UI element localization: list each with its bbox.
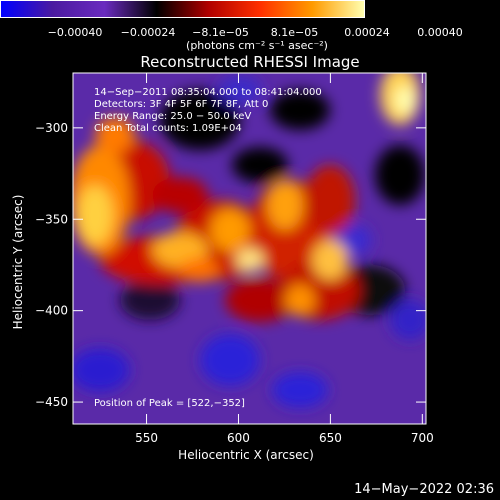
y-tick-label: −450 xyxy=(35,395,68,409)
y-axis-label: Heliocentric Y (arcsec) xyxy=(11,194,25,330)
colorbar xyxy=(0,0,365,18)
x-tick-label: 650 xyxy=(319,431,342,445)
colorbar-tick-label: 0.00040 xyxy=(417,26,463,39)
axis-ticks: 550 600 650 700 −300 −350 −400 −450 xyxy=(35,73,434,445)
annotation-peak-position: Position of Peak = [522,−352] xyxy=(94,398,245,409)
heatmap-emission xyxy=(73,73,426,408)
chart-title: Reconstructed RHESSI Image xyxy=(140,53,360,71)
colorbar-tick-label: −0.00024 xyxy=(120,26,176,39)
colorbar-tick-label: −8.1e−05 xyxy=(192,26,249,39)
colorbar-tick-label: 0.00024 xyxy=(344,26,390,39)
x-tick-label: 550 xyxy=(135,431,158,445)
y-tick-label: −300 xyxy=(35,121,68,135)
annotation-time-range: 14−Sep−2011 08:35:04.000 to 08:41:04.000 xyxy=(94,87,322,98)
colorbar-tick-label: 8.1e−05 xyxy=(270,26,319,39)
colorbar-units: (photons cm⁻² s⁻¹ asec⁻²) xyxy=(186,39,328,52)
x-tick-label: 700 xyxy=(411,431,434,445)
annotation-energy-range: Energy Range: 25.0 − 50.0 keV xyxy=(94,111,252,122)
y-tick-label: −400 xyxy=(35,304,68,318)
colorbar-tick-label: −0.00040 xyxy=(47,26,103,39)
plot-frame xyxy=(72,72,427,425)
annotation-clean: Clean Total counts: 1.09E+04 xyxy=(94,123,242,134)
annotation-detectors: Detectors: 3F 4F 5F 6F 7F 8F, Att 0 xyxy=(94,99,269,110)
footer-date: 14−May−2022 02:36 xyxy=(354,482,494,497)
y-tick-label: −350 xyxy=(35,212,68,226)
x-axis-label: Heliocentric X (arcsec) xyxy=(178,448,314,462)
x-tick-label: 600 xyxy=(227,431,250,445)
